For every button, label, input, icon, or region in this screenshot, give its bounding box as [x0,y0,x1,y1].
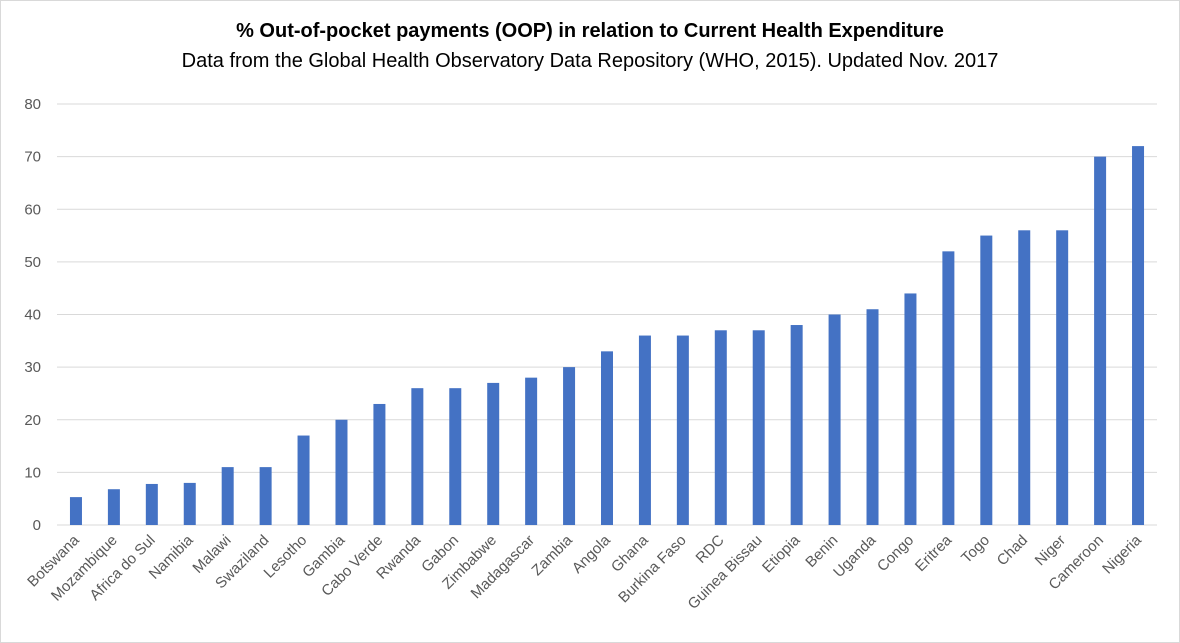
bar-benin [828,314,841,525]
bar-botswana [69,497,82,525]
y-tick-label: 50 [24,254,41,271]
x-tick-label: Chad [994,532,1031,569]
y-tick-label: 40 [24,307,41,324]
x-tick-label: Uganda [830,531,880,581]
x-tick-label: Nigeria [1099,531,1145,577]
bar-rdc [714,330,727,525]
bar-rwanda [411,388,424,525]
bar-swaziland [259,467,272,525]
bar-cameroon [1094,156,1107,525]
bar-niger [1056,230,1069,526]
bar-namibia [183,482,196,525]
bar-togo [980,235,993,525]
y-tick-label: 30 [24,359,41,376]
x-tick-label: Congo [874,532,917,575]
bar-chad [1018,230,1031,526]
chart-title: % Out-of-pocket payments (OOP) in relati… [236,20,944,42]
bar-angola [601,351,613,525]
x-tick-label: Zambia [528,531,576,579]
bar-etiopia [790,325,803,525]
bar-gambia [335,419,348,525]
y-tick-label: 0 [33,517,41,534]
bar-uganda [866,309,879,525]
y-tick-label: 70 [24,149,41,166]
bar-eritrea [942,251,955,525]
bar-gabon [449,388,462,525]
x-tick-label: Angola [569,531,615,577]
chart-subtitle: Data from the Global Health Observatory … [181,50,999,72]
bar-guinea-bissau [752,330,765,525]
y-tick-label: 20 [24,412,41,429]
bar-madagascar [525,377,538,525]
bar-malawi [221,467,234,525]
x-tick-label: Eritrea [912,531,956,575]
x-tick-label: Togo [958,532,993,567]
bar-africa-do-sul [145,483,158,525]
bar-congo [904,293,917,525]
bar-zambia [563,367,576,525]
x-tick-label: Etiopia [759,531,804,576]
bar-lesotho [297,435,310,525]
bar-ghana [638,335,651,525]
bar-zimbabwe [487,382,500,525]
bar-burkina-faso [676,335,689,525]
bar-mozambique [107,489,120,525]
y-tick-label: 10 [24,464,41,481]
bar-cabo-verde [373,403,386,525]
y-tick-label: 60 [24,201,41,218]
bar-nigeria [1132,146,1145,525]
y-tick-label: 80 [24,96,41,113]
